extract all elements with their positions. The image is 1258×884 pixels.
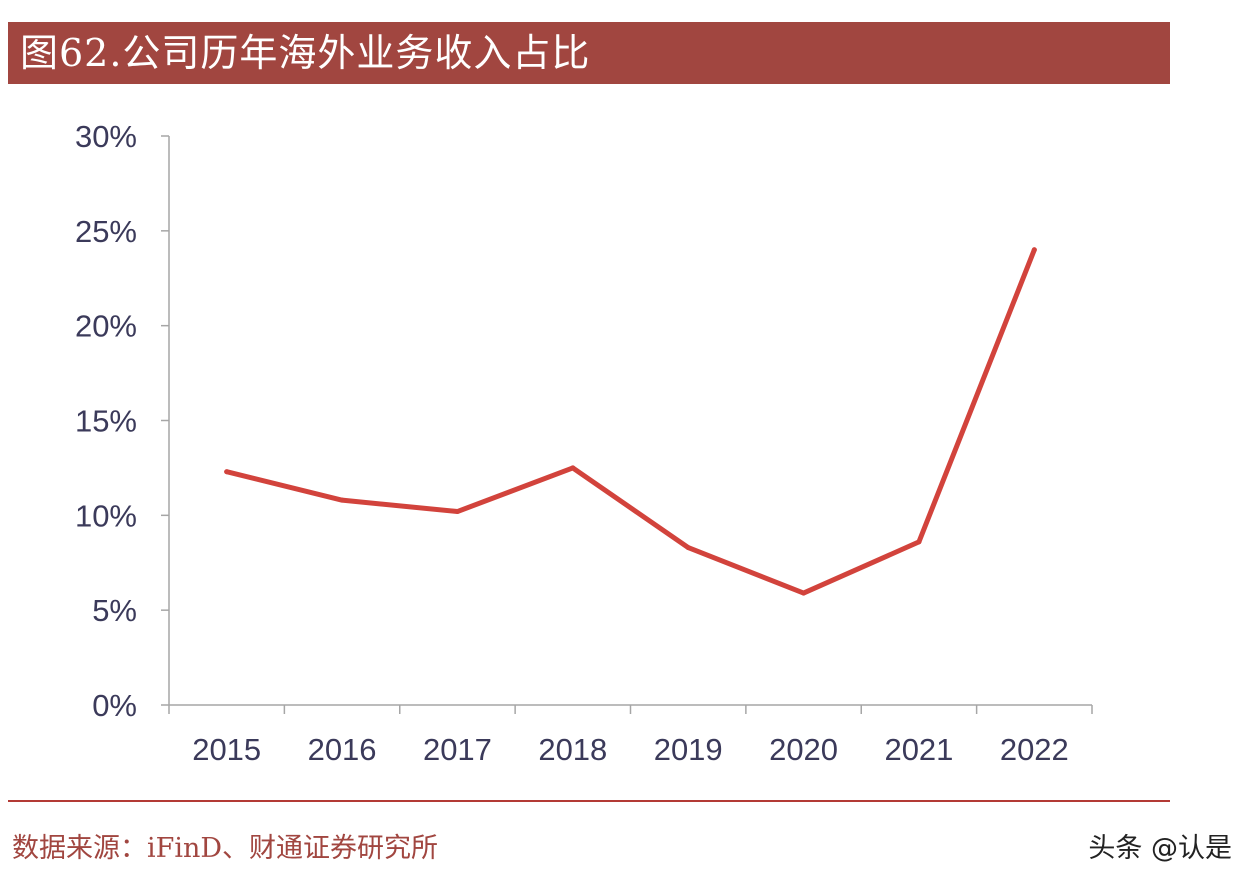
data-point bbox=[801, 590, 807, 596]
x-tick-label: 2018 bbox=[538, 732, 607, 767]
data-point bbox=[685, 545, 691, 551]
x-tick-label: 2016 bbox=[308, 732, 377, 767]
x-tick-label: 2022 bbox=[1000, 732, 1069, 767]
y-tick-label: 5% bbox=[92, 593, 137, 628]
y-tick-label: 15% bbox=[75, 404, 137, 439]
chart-title: 图62.公司历年海外业务收入占比 bbox=[20, 31, 591, 75]
footer-divider bbox=[8, 800, 1170, 802]
y-tick-label: 0% bbox=[92, 688, 137, 723]
x-tick-label: 2017 bbox=[423, 732, 492, 767]
y-tick-label: 20% bbox=[75, 309, 137, 344]
data-point bbox=[224, 469, 230, 475]
source-note: 数据来源：iFinD、财通证券研究所 bbox=[12, 833, 439, 864]
y-tick-label: 10% bbox=[75, 498, 137, 533]
y-tick-label: 25% bbox=[75, 214, 137, 249]
data-point bbox=[454, 509, 460, 515]
x-tick-label: 2021 bbox=[884, 732, 953, 767]
x-tick-label: 2015 bbox=[192, 732, 261, 767]
series-line bbox=[224, 247, 1037, 596]
x-tick-label: 2019 bbox=[654, 732, 723, 767]
data-point bbox=[1031, 247, 1037, 253]
title-bar: 图62.公司历年海外业务收入占比 bbox=[8, 22, 1170, 84]
y-tick-label: 30% bbox=[75, 119, 137, 154]
data-point bbox=[916, 539, 922, 545]
data-point bbox=[570, 465, 576, 471]
x-tick-label: 2020 bbox=[769, 732, 838, 767]
data-point bbox=[339, 497, 345, 503]
watermark: 头条 @认是 bbox=[1088, 833, 1232, 864]
